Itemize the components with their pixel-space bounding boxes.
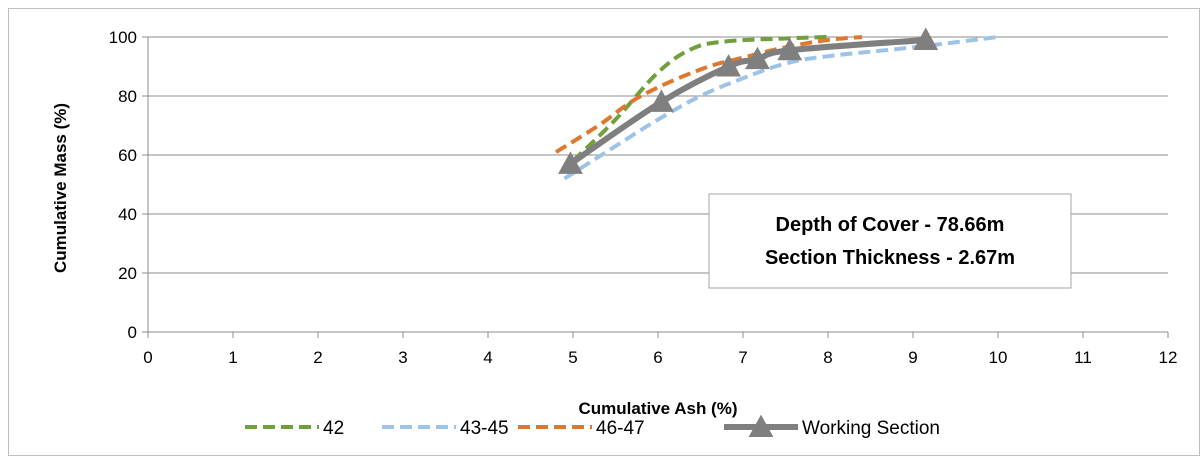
annotation-line-2: Section Thickness - 2.67m	[765, 247, 1015, 269]
data-point-working-section	[716, 54, 741, 77]
data-point-working-section	[745, 46, 770, 70]
series-line-working-section	[568, 36, 926, 167]
legend: 42 43-45 46-47 Working Section	[245, 414, 940, 439]
x-tick-label: 8	[823, 348, 832, 367]
x-tick-label: 12	[1159, 348, 1178, 367]
x-axis-title: Cumulative Ash (%)	[578, 399, 737, 418]
legend-label-42: 42	[323, 418, 344, 439]
x-tick-label: 6	[653, 348, 662, 367]
legend-item-42: 42	[245, 418, 344, 439]
legend-label-43-45: 43-45	[460, 418, 509, 439]
annotation-box: Depth of Cover - 78.66m Section Thicknes…	[708, 193, 1072, 289]
x-tick-label: 5	[568, 348, 577, 367]
data-point-working-section	[777, 37, 803, 61]
legend-item-working-section: Working Section	[724, 414, 940, 439]
x-tick-label: 0	[143, 348, 152, 367]
series-line-42	[571, 35, 829, 163]
legend-label-working-section: Working Section	[802, 418, 940, 439]
y-axis-title: Cumulative Mass (%)	[51, 103, 70, 273]
y-tick-label: 100	[109, 28, 137, 47]
series-lines	[554, 27, 999, 181]
x-tick-labels: 0 1 2 3 4 5 6 7 8 9 10 11 12	[143, 348, 1177, 367]
x-tick-label: 10	[989, 348, 1008, 367]
data-point-working-section	[649, 89, 674, 112]
x-tick-label: 11	[1074, 348, 1092, 367]
legend-marker-working-section	[748, 414, 774, 437]
y-tick-label: 40	[118, 205, 137, 224]
data-point-working-section	[558, 151, 583, 174]
series-42	[571, 35, 829, 163]
legend-item-43-45: 43-45	[382, 418, 509, 439]
y-tick-label: 60	[118, 146, 137, 165]
y-tick-label: 0	[128, 323, 137, 342]
y-tick-label: 20	[118, 264, 137, 283]
axes	[142, 36, 1169, 338]
y-tick-labels: 0 20 40 60 80 100	[109, 28, 137, 342]
x-tick-label: 2	[313, 348, 322, 367]
legend-label-46-47: 46-47	[596, 418, 645, 439]
series-46-47	[554, 35, 863, 154]
x-tick-label: 1	[228, 348, 237, 367]
annotation-frame	[708, 193, 1072, 289]
data-point-working-section	[913, 27, 939, 50]
series-line-43-45	[563, 35, 999, 181]
series-working-section	[558, 27, 939, 174]
y-tick-label: 80	[118, 87, 137, 106]
series-line-46-47	[554, 35, 863, 154]
annotation-line-1: Depth of Cover - 78.66m	[776, 214, 1005, 236]
series-43-45	[563, 35, 999, 181]
legend-item-46-47: 46-47	[518, 418, 645, 439]
x-tick-label: 9	[908, 348, 917, 367]
x-tick-label: 7	[738, 348, 747, 367]
x-tick-label: 4	[483, 348, 492, 367]
x-tick-label: 3	[398, 348, 407, 367]
